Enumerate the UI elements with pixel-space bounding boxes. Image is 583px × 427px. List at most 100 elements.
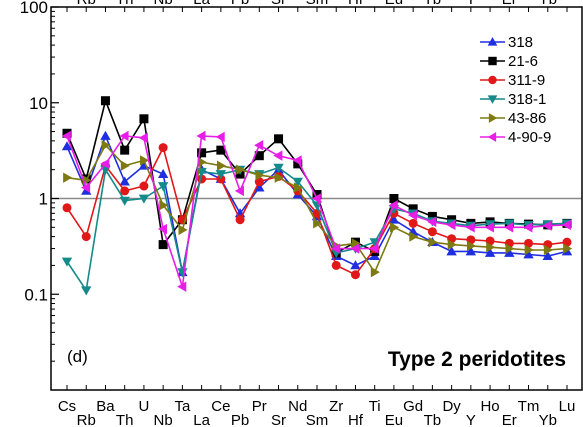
- legend-item-21-6: 21-6: [480, 53, 538, 70]
- data-point-square: [120, 145, 130, 155]
- data-point-triangle-left: [542, 220, 552, 231]
- data-point-circle: [139, 181, 149, 191]
- x-tick-label: Lu: [559, 398, 576, 415]
- data-point-triangle-left: [484, 222, 494, 233]
- legend-item-43-86: 43-86: [480, 110, 546, 127]
- data-point-triangle-right: [488, 113, 498, 123]
- data-point-triangle-right: [236, 164, 246, 175]
- data-point-square: [158, 240, 168, 250]
- series-layer: [61, 96, 573, 296]
- data-point-square: [139, 114, 149, 124]
- legend-label: 43-86: [508, 110, 546, 127]
- x-tick-label-top: Tb: [424, 0, 442, 8]
- x-tick-label: Tb: [424, 412, 442, 427]
- data-point-triangle-right: [313, 218, 323, 229]
- x-tick-label-top: Eu: [385, 0, 403, 8]
- data-point-triangle-right: [101, 140, 111, 151]
- data-point-triangle-left: [427, 216, 437, 228]
- legend-label: 21-6: [508, 53, 538, 70]
- data-point-triangle-left: [61, 130, 71, 142]
- legend-label: 4-90-9: [508, 129, 551, 146]
- x-tick-label: Th: [116, 412, 134, 427]
- data-point-triangle-left: [100, 158, 110, 170]
- data-point-triangle-right: [370, 267, 380, 278]
- x-tick-label: Zr: [329, 398, 343, 415]
- data-point-circle: [62, 203, 72, 213]
- data-point-triangle-right: [216, 160, 227, 171]
- x-tick-label: Pb: [231, 412, 249, 427]
- data-point-square: [197, 148, 207, 158]
- y-tick-label: 100: [20, 0, 48, 17]
- data-point-triangle-left: [407, 209, 418, 221]
- data-point-triangle-left: [350, 243, 360, 254]
- data-point-triangle-right: [447, 239, 457, 250]
- data-point-triangle-right: [524, 244, 534, 256]
- data-point-triangle-left: [369, 243, 379, 254]
- data-point-triangle-right: [159, 200, 169, 211]
- data-point-triangle-left: [215, 131, 225, 143]
- x-tick-label: Ho: [480, 398, 499, 415]
- data-point-triangle-down: [504, 219, 515, 229]
- data-point-triangle-right: [486, 242, 496, 253]
- legend-label: 318: [508, 34, 533, 51]
- data-point-triangle-up: [61, 141, 73, 151]
- series-318-1: [61, 163, 573, 296]
- data-point-triangle-up: [100, 130, 111, 140]
- x-tick-label: Ba: [96, 398, 115, 415]
- data-point-triangle-left: [388, 200, 398, 211]
- data-point-triangle-down: [61, 257, 73, 267]
- data-point-square: [254, 151, 264, 161]
- data-point-triangle-down: [369, 238, 380, 248]
- data-point-triangle-up: [119, 176, 130, 186]
- legend-label: 311-9: [508, 72, 545, 89]
- data-point-triangle-right: [140, 155, 150, 166]
- data-point-triangle-down: [292, 177, 303, 187]
- data-point-triangle-left: [273, 150, 283, 161]
- legend: 318 21-6 311-9 318-1 43-86 4-90-9: [480, 34, 551, 146]
- data-point-triangle-left: [196, 130, 206, 142]
- x-tick-label: Yb: [539, 412, 557, 427]
- data-point-triangle-up: [523, 249, 534, 259]
- data-point-triangle-up: [254, 182, 265, 192]
- x-tick-label: Rb: [77, 412, 96, 427]
- data-point-triangle-down: [215, 170, 227, 180]
- x-tick-label-top: Nb: [154, 0, 173, 8]
- legend-item-318: 318: [480, 34, 533, 51]
- data-point-triangle-right: [409, 231, 419, 242]
- data-point-triangle-right: [197, 156, 207, 168]
- data-point-triangle-down: [273, 163, 284, 173]
- data-point-triangle-right: [255, 170, 265, 181]
- data-point-triangle-right: [351, 238, 361, 249]
- data-point-square: [100, 96, 110, 106]
- data-point-circle: [120, 186, 130, 196]
- data-point-triangle-right: [543, 244, 553, 256]
- x-tick-label: Eu: [385, 412, 403, 427]
- x-tick-label: Ta: [174, 398, 191, 415]
- y-tick-label: 0.1: [24, 285, 48, 304]
- series-4-90-9: [61, 130, 571, 292]
- data-point-triangle-right: [293, 182, 303, 193]
- x-tick-label: Cs: [58, 398, 76, 415]
- data-point-triangle-right: [63, 172, 73, 183]
- data-point-circle: [158, 143, 168, 153]
- x-tick-label-top: La: [193, 0, 210, 8]
- data-point-triangle-left: [311, 193, 321, 204]
- data-point-triangle-left: [446, 219, 456, 231]
- data-point-triangle-right: [563, 243, 573, 254]
- data-point-triangle-left: [465, 222, 475, 233]
- series-21-6: [62, 96, 572, 258]
- x-tick-label: Sr: [271, 412, 286, 427]
- data-point-triangle-left: [331, 243, 341, 254]
- data-point-triangle-up: [350, 260, 361, 270]
- x-tick-label: Y: [466, 412, 476, 427]
- x-tick-label: Nb: [154, 412, 173, 427]
- x-tick-label: Ce: [211, 398, 230, 415]
- data-point-circle: [331, 260, 341, 270]
- x-tick-label-top: Pb: [231, 0, 249, 8]
- x-tick-label: Pr: [252, 398, 267, 415]
- data-point-square: [274, 134, 284, 144]
- data-point-circle: [350, 270, 360, 280]
- data-point-circle: [427, 227, 437, 237]
- data-point-triangle-right: [178, 224, 188, 236]
